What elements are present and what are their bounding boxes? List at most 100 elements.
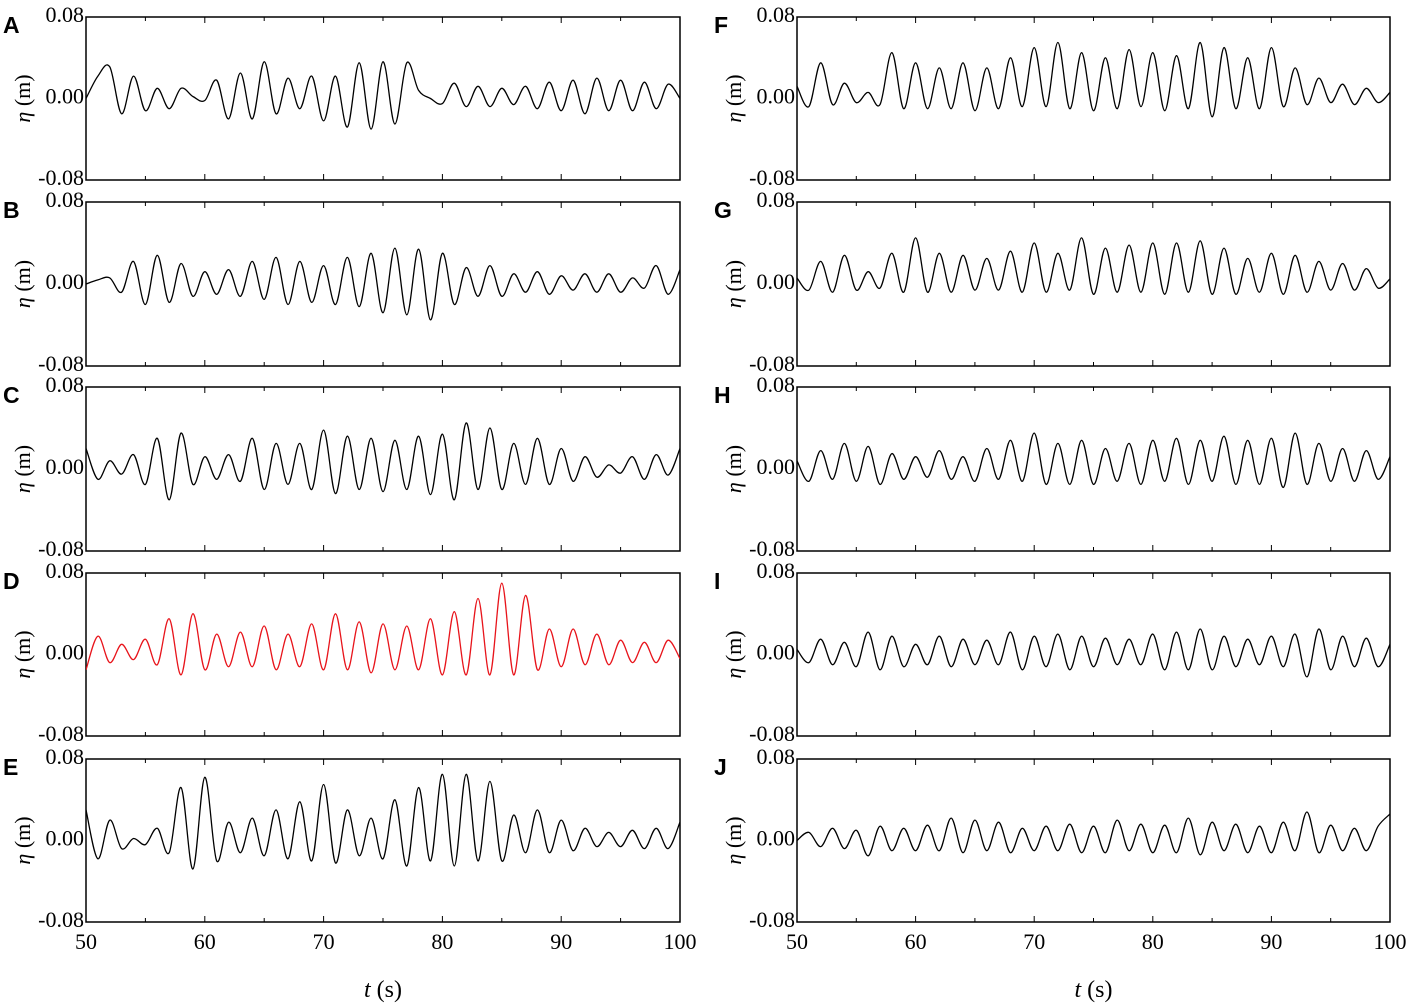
y-axis-symbol: η (721, 854, 746, 865)
panel-f: 0.08 0.00 -0.08 Fη (m) (714, 2, 1391, 190)
panel-letter: E (3, 754, 18, 780)
y-tick-label: -0.08 (749, 536, 795, 561)
panel-letter: C (3, 382, 20, 408)
y-tick-label: 0.08 (757, 744, 796, 769)
y-axis-symbol: η (721, 668, 746, 679)
y-axis-symbol: η (721, 482, 746, 493)
x-tick-label: 100 (664, 929, 697, 954)
x-axis-label: t (s) (364, 977, 402, 1003)
x-tick-label: 60 (905, 929, 927, 954)
panel-h: 0.08 0.00 -0.08 Hη (m) (714, 372, 1391, 561)
y-axis-label: η (m) (10, 74, 35, 122)
y-tick-label: 0.08 (46, 2, 85, 27)
y-tick-label: 0.08 (46, 744, 85, 769)
y-axis-symbol: η (721, 112, 746, 123)
y-tick-label: -0.08 (749, 165, 795, 190)
plot-frame (85, 572, 681, 737)
panel-a: 0.08 0.00 -0.08 Aη (m) (3, 2, 681, 190)
x-axis-symbol: t (364, 977, 372, 1003)
y-tick-label: 0.00 (46, 454, 85, 479)
series-line (86, 422, 680, 501)
y-axis-unit: (m) (10, 74, 35, 111)
panel-letter: B (3, 197, 20, 223)
series-line (797, 237, 1390, 295)
panel-g: 0.08 0.00 -0.08 Gη (m) (714, 187, 1391, 376)
y-axis-label: η (m) (10, 445, 35, 493)
y-tick-label: -0.08 (749, 907, 795, 932)
x-axis-unit: (s) (371, 977, 402, 1003)
series-line (797, 41, 1390, 118)
y-axis-label: η (m) (10, 260, 35, 308)
y-axis-symbol: η (10, 297, 35, 308)
y-axis-symbol: η (10, 668, 35, 679)
series-line (86, 773, 680, 870)
panel-c: 0.08 0.00 -0.08 Cη (m) (3, 372, 681, 561)
y-tick-label: 0.08 (757, 372, 796, 397)
y-axis-unit: (m) (721, 445, 746, 482)
x-tick-label: 50 (786, 929, 808, 954)
y-tick-label: 0.00 (46, 84, 85, 109)
x-tick-label: 80 (1142, 929, 1164, 954)
y-axis-unit: (m) (10, 816, 35, 853)
plot-frame (796, 16, 1391, 181)
y-axis-unit: (m) (721, 630, 746, 667)
y-axis-unit: (m) (721, 260, 746, 297)
y-axis-symbol: η (10, 854, 35, 865)
y-tick-label: 0.00 (46, 269, 85, 294)
panel-letter: D (3, 568, 20, 594)
y-tick-label: 0.08 (46, 187, 85, 212)
y-tick-label: 0.00 (46, 826, 85, 851)
y-tick-label: -0.08 (38, 351, 84, 376)
panel-letter: A (3, 12, 20, 38)
y-tick-label: 0.08 (757, 2, 796, 27)
plot-frame (796, 758, 1391, 923)
y-tick-label: -0.08 (38, 907, 84, 932)
panel-i: 0.08 0.00 -0.08 Iη (m) (714, 558, 1391, 746)
y-axis-label: η (m) (10, 816, 35, 864)
y-tick-label: -0.08 (749, 351, 795, 376)
y-axis-unit: (m) (10, 260, 35, 297)
plot-frame (85, 758, 681, 923)
y-axis-unit: (m) (10, 630, 35, 667)
y-axis-symbol: η (721, 297, 746, 308)
x-tick-label: 90 (1260, 929, 1282, 954)
y-axis-label: η (m) (721, 260, 746, 308)
y-tick-label: 0.00 (757, 454, 796, 479)
y-tick-label: 0.00 (757, 269, 796, 294)
panel-letter: H (714, 382, 731, 408)
y-axis-label: η (m) (721, 445, 746, 493)
x-tick-label: 70 (313, 929, 335, 954)
y-axis-unit: (m) (10, 445, 35, 482)
y-axis-label: η (m) (10, 630, 35, 678)
panel-letter: J (714, 754, 727, 780)
x-tick-label: 100 (1374, 929, 1407, 954)
y-axis-label: η (m) (721, 816, 746, 864)
series-line (797, 628, 1390, 678)
y-tick-label: 0.00 (46, 640, 85, 665)
y-tick-label: -0.08 (38, 721, 84, 746)
panel-b: 0.08 0.00 -0.08 Bη (m) (3, 187, 681, 376)
series-line (797, 432, 1390, 489)
x-axis-label: t (s) (1075, 977, 1113, 1003)
x-tick-label: 70 (1023, 929, 1045, 954)
y-axis-symbol: η (10, 112, 35, 123)
panel-letter: I (714, 568, 720, 594)
series-line (86, 582, 680, 676)
y-tick-label: -0.08 (749, 721, 795, 746)
y-tick-label: 0.08 (757, 187, 796, 212)
y-axis-unit: (m) (721, 74, 746, 111)
y-tick-label: 0.08 (46, 372, 85, 397)
x-tick-label: 90 (550, 929, 572, 954)
y-tick-label: 0.00 (757, 826, 796, 851)
x-tick-label: 80 (431, 929, 453, 954)
series-line (86, 247, 680, 321)
y-axis-unit: (m) (721, 816, 746, 853)
series-line (797, 811, 1390, 857)
x-tick-label: 50 (75, 929, 97, 954)
y-tick-label: 0.00 (757, 640, 796, 665)
x-tick-label: 60 (194, 929, 216, 954)
y-tick-label: 0.08 (46, 558, 85, 583)
